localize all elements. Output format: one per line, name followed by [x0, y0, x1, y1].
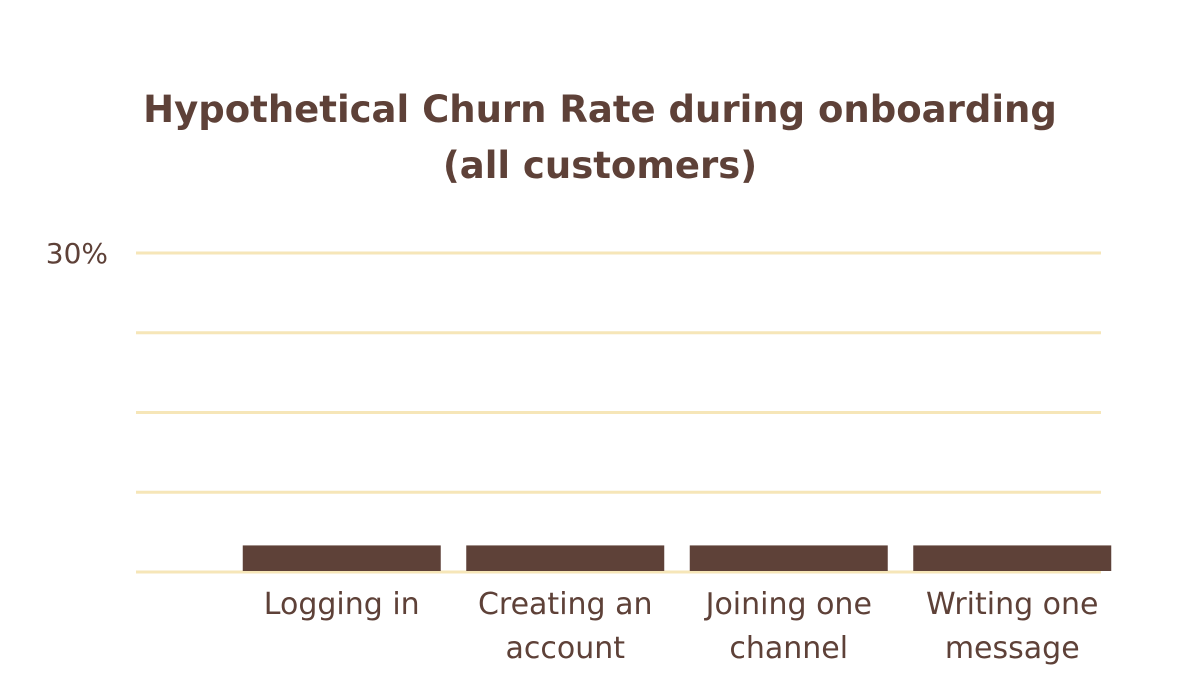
chart-title-line-2: (all customers) — [442, 144, 758, 187]
bar-0 — [242, 545, 441, 571]
x-tick-label-2-1: channel — [729, 631, 848, 666]
x-tick-label-2-0: Joining one — [704, 587, 872, 622]
x-tick-label-0-0: Logging in — [264, 587, 420, 622]
x-tick-label-3-1: message — [945, 631, 1080, 666]
y-tick-label-0: 30% — [46, 237, 108, 270]
x-tick-label-3-0: Writing one — [926, 587, 1099, 622]
chart-title-line-1: Hypothetical Churn Rate during onboardin… — [143, 88, 1057, 131]
bar-2 — [689, 545, 888, 571]
x-tick-label-1-0: Creating an — [478, 587, 653, 622]
bar-3 — [913, 545, 1112, 571]
bar-1 — [466, 545, 665, 571]
chart-title: Hypothetical Churn Rate during onboardin… — [100, 82, 1100, 194]
x-tick-label-1-1: account — [505, 631, 625, 666]
